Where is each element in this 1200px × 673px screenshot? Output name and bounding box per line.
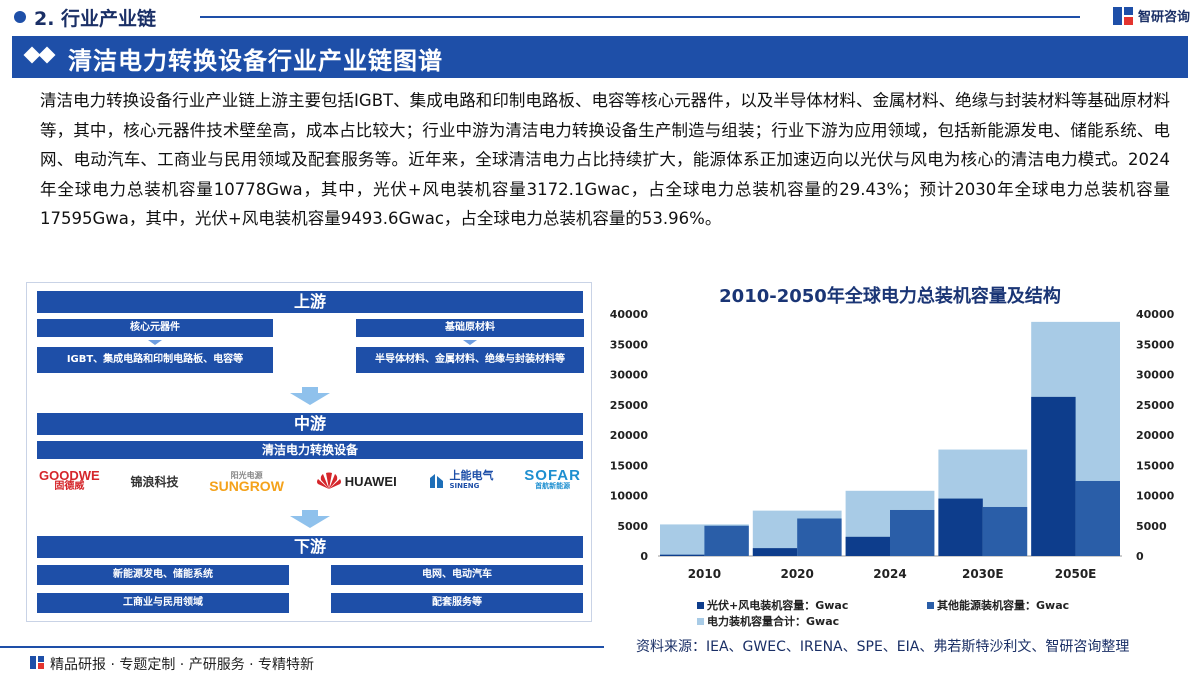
- bar-pv-wind: [845, 536, 890, 556]
- y-tick-label-right: 0: [1136, 550, 1144, 563]
- industry-chain-panel: 上游 核心元器件 IGBT、集成电路和印制电路板、电容等 基础原材料 半导体材料…: [26, 282, 592, 622]
- bar-pv-wind: [752, 548, 798, 556]
- huawei-flower-icon: [316, 472, 341, 489]
- upstream-core-components-head: 核心元器件: [37, 319, 273, 337]
- bar-other-energy: [890, 509, 935, 556]
- brand-mark-icon: [1112, 6, 1133, 25]
- bar-other-energy: [704, 525, 749, 556]
- x-tick-label: 2020: [780, 567, 813, 581]
- sineng-logo: 上能电气 SINENG: [427, 470, 493, 491]
- downstream-item: 配套服务等: [331, 593, 583, 613]
- company-logos: GOODWE 固德威 锦浪科技 阳光电源 SUNGROW HUAWEI 上能电气…: [37, 465, 583, 497]
- sineng-mark-icon: [430, 474, 444, 488]
- legend-item: 其他能源装机容量：Gwac: [927, 597, 1069, 613]
- ginlong-logo: 锦浪科技: [130, 474, 179, 489]
- title-bar: 清洁电力转换设备行业产业链图谱: [12, 36, 1188, 78]
- diamond-icon: [23, 46, 56, 64]
- goodwe-logo: GOODWE 固德威: [39, 468, 100, 492]
- arrow-down-icon: [148, 340, 162, 345]
- y-tick-label-right: 15000: [1136, 459, 1175, 472]
- upstream-header: 上游: [37, 291, 583, 313]
- page-title: 清洁电力转换设备行业产业链图谱: [68, 47, 443, 75]
- y-tick-label-right: 20000: [1136, 429, 1175, 442]
- upstream-raw-materials-body: 半导体材料、金属材料、绝缘与封装材料等: [356, 347, 584, 373]
- footer: 精品研报 · 专题定制 · 产研服务 · 专精特新: [0, 646, 620, 673]
- downstream-item: 工商业与民用领域: [37, 593, 289, 613]
- y-tick-label-left: 20000: [610, 429, 649, 442]
- intro-paragraph: 清洁电力转换设备行业产业链上游主要包括IGBT、集成电路和印制电路板、电容等核心…: [40, 91, 1170, 228]
- brand-name: 智研咨询: [1137, 10, 1190, 25]
- bar-other-energy: [797, 518, 842, 556]
- flow-arrow-icon: [290, 387, 330, 405]
- chart-title: 2010-2050年全球电力总装机容量及结构: [719, 286, 1061, 307]
- x-tick-label: 2050E: [1055, 567, 1097, 581]
- midstream-equipment: 清洁电力转换设备: [37, 441, 583, 459]
- y-tick-label-left: 0: [640, 550, 648, 563]
- y-tick-label-left: 40000: [610, 308, 649, 321]
- y-tick-label-left: 15000: [610, 459, 649, 472]
- data-source: 资料来源：IEA、GWEC、IRENA、SPE、EIA、弗若斯特沙利文、智研咨询…: [636, 639, 1130, 655]
- x-tick-label: 2030E: [962, 567, 1004, 581]
- bar-pv-wind: [1031, 396, 1076, 556]
- top-header: 2. 行业产业链 智研咨询: [0, 0, 1200, 34]
- capacity-bar-chart: 0 0 5000 5000 10000 10000 15000 15000 20000 20000…: [610, 308, 1175, 581]
- header-rule: [200, 16, 1080, 18]
- brand-mark-icon: [30, 656, 44, 669]
- bar-pv-wind: [660, 554, 705, 556]
- y-tick-label-right: 25000: [1136, 399, 1175, 412]
- upstream-core-components-body: IGBT、集成电路和印制电路板、电容等: [37, 347, 273, 373]
- legend-label: 其他能源装机容量：Gwac: [937, 599, 1070, 612]
- bar-other-energy: [982, 506, 1028, 556]
- sofar-logo: SOFAR 首航新能源: [524, 467, 581, 490]
- legend-item: 光伏+风电装机容量：Gwac: [697, 597, 848, 613]
- y-tick-label-left: 35000: [610, 338, 649, 351]
- arrow-down-icon: [463, 340, 477, 345]
- legend-label: 光伏+风电装机容量：Gwac: [707, 599, 849, 612]
- brand-logo: 智研咨询: [1112, 6, 1190, 25]
- sungrow-logo: 阳光电源 SUNGROW: [209, 471, 284, 494]
- downstream-header: 下游: [37, 536, 583, 558]
- y-tick-label-right: 30000: [1136, 369, 1175, 382]
- footer-tagline: 精品研报 · 专题定制 · 产研服务 · 专精特新: [50, 657, 315, 673]
- y-tick-label-left: 30000: [610, 369, 649, 382]
- footer-rule: [0, 646, 604, 648]
- downstream-item: 新能源发电、储能系统: [37, 565, 289, 585]
- y-tick-label-right: 40000: [1136, 308, 1175, 321]
- x-tick-label: 2010: [688, 567, 721, 581]
- midstream-header: 中游: [37, 413, 583, 435]
- y-tick-label-right: 10000: [1136, 490, 1175, 503]
- huawei-logo: HUAWEI: [315, 472, 397, 490]
- legend-item: 电力装机容量合计：Gwac: [697, 613, 839, 629]
- bar-other-energy: [1075, 480, 1120, 556]
- downstream-item: 电网、电动汽车: [331, 565, 583, 585]
- flow-arrow-icon: [290, 510, 330, 528]
- y-tick-label-right: 35000: [1136, 338, 1175, 351]
- legend-label: 电力装机容量合计：Gwac: [707, 615, 840, 628]
- y-tick-label-left: 25000: [610, 399, 649, 412]
- legend-swatch: [697, 601, 704, 609]
- bar-pv-wind: [938, 498, 983, 556]
- x-tick-label: 2024: [873, 567, 906, 581]
- upstream-raw-materials-head: 基础原材料: [356, 319, 584, 337]
- section-title: 2. 行业产业链: [34, 8, 157, 30]
- y-tick-label-left: 5000: [617, 520, 648, 533]
- y-tick-label-right: 5000: [1136, 520, 1167, 533]
- y-tick-label-left: 10000: [610, 490, 649, 503]
- legend-swatch: [697, 617, 704, 625]
- legend-swatch: [927, 601, 934, 609]
- bullet-dot-icon: [14, 11, 26, 23]
